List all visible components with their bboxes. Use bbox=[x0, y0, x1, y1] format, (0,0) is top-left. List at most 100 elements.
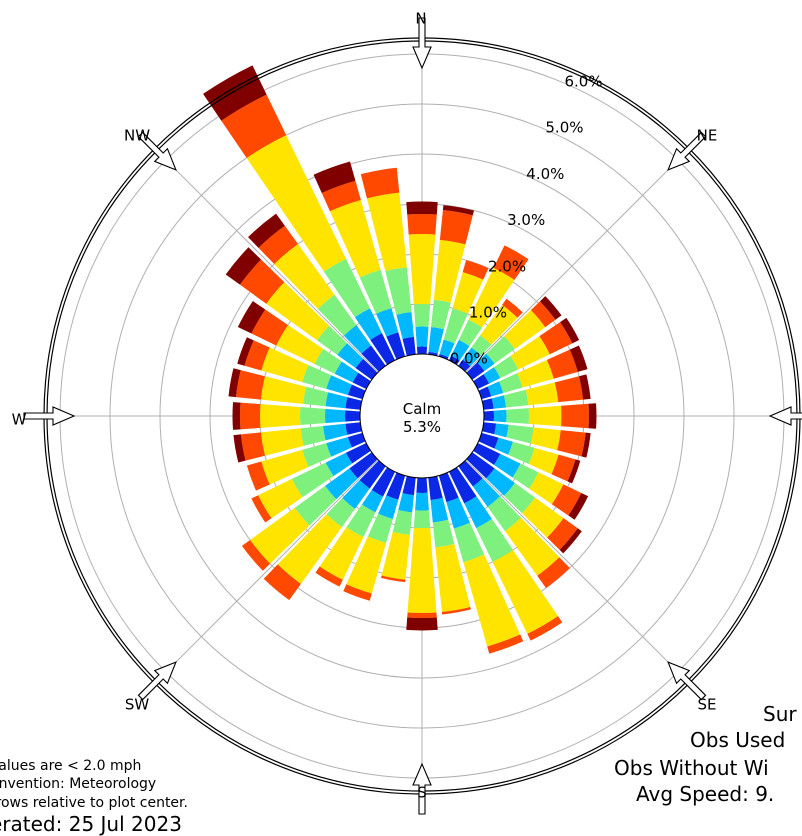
wind-bar-segment bbox=[260, 376, 307, 404]
wind-bar-segment bbox=[588, 403, 597, 429]
wind-bar-segment bbox=[325, 468, 358, 500]
wind-bar-segment bbox=[476, 518, 514, 562]
wind-bar-segment bbox=[398, 493, 414, 513]
wind-bar-segment bbox=[241, 540, 271, 571]
wind-bar-segment bbox=[483, 367, 501, 384]
wind-bar-segment bbox=[343, 325, 372, 354]
compass-label-n: N bbox=[415, 10, 426, 28]
wind-bar-segment bbox=[303, 386, 328, 407]
generated-date: erated: 25 Jul 2023 bbox=[0, 812, 182, 836]
wind-bar-segment bbox=[378, 495, 399, 519]
wind-bar-segment bbox=[539, 296, 562, 320]
wind-bar-segment bbox=[237, 337, 254, 366]
wind-bar-segment bbox=[547, 518, 578, 550]
wind-bar-segment bbox=[494, 437, 513, 455]
wind-bar-segment bbox=[486, 336, 515, 364]
wind-bar-segment bbox=[517, 359, 554, 388]
wind-bar-segment bbox=[246, 135, 347, 272]
radial-tick-label: 4.0% bbox=[526, 165, 564, 183]
wind-bar-segment bbox=[244, 340, 270, 371]
wind-bar-segment bbox=[506, 408, 529, 424]
wind-bar-segment bbox=[537, 557, 570, 588]
wind-bar-segment bbox=[228, 368, 241, 398]
radial-tick-label: 1.0% bbox=[469, 304, 507, 322]
wind-bar-segment bbox=[261, 449, 309, 485]
wind-bar-segment bbox=[528, 447, 559, 475]
wind-bar-segment bbox=[396, 312, 414, 339]
wind-bar-segment bbox=[482, 398, 494, 410]
wind-bar-segment bbox=[430, 497, 449, 523]
wind-bar-segment bbox=[345, 442, 371, 464]
wind-bar-segment bbox=[462, 347, 481, 367]
compass-label-s: S bbox=[417, 784, 427, 802]
wind-bar-segment bbox=[504, 310, 546, 350]
wind-bar-segment bbox=[260, 428, 304, 456]
wind-bar-segment bbox=[493, 245, 529, 280]
wind-bar-segment bbox=[343, 584, 372, 601]
wind-bar-segment bbox=[321, 180, 361, 212]
wind-bar-segment bbox=[551, 484, 582, 516]
wind-bar-segment bbox=[361, 345, 386, 372]
wind-bar-segment bbox=[260, 404, 301, 428]
wind-bar-segment bbox=[314, 348, 342, 374]
wind-bar-segment bbox=[300, 426, 326, 446]
grid-spoke bbox=[421, 150, 688, 417]
wind-bar-segment bbox=[274, 244, 335, 309]
direction-arrow-icon bbox=[137, 131, 177, 171]
wind-bar-segment bbox=[354, 308, 382, 340]
wind-bar-segment bbox=[466, 452, 495, 479]
wind-bar-segment bbox=[527, 616, 563, 641]
wind-bar-segment bbox=[313, 161, 356, 193]
wind-bar-segment bbox=[385, 267, 412, 315]
wind-bar-segment bbox=[345, 410, 361, 422]
wind-bar-segment bbox=[504, 482, 536, 514]
wind-bar-segment bbox=[240, 432, 265, 461]
wind-bar-segment bbox=[302, 364, 332, 389]
wind-bar-segment bbox=[345, 422, 362, 435]
wind-bar-segment bbox=[225, 247, 262, 285]
stats-line-4: Avg Speed: 9. bbox=[636, 782, 775, 806]
wind-bar-segment bbox=[483, 410, 495, 422]
wind-bar-segment bbox=[551, 454, 576, 482]
wind-bar-segment bbox=[276, 324, 324, 364]
grid-spoke bbox=[156, 415, 423, 682]
bars-layer bbox=[203, 65, 597, 654]
wind-bar-segment bbox=[471, 335, 492, 356]
wind-bar-segment bbox=[528, 405, 562, 427]
grid-spoke bbox=[421, 415, 688, 682]
wind-bar-segment bbox=[561, 403, 589, 429]
direction-arrow-icon bbox=[667, 131, 707, 171]
wind-bar-segment bbox=[525, 382, 559, 406]
wind-bar-segment bbox=[315, 566, 343, 587]
wind-bar-segment bbox=[360, 167, 400, 199]
wind-bar-segment bbox=[325, 392, 348, 409]
wind-bar-segment bbox=[506, 424, 534, 444]
wind-bar-segment bbox=[473, 374, 490, 390]
wind-bar-segment bbox=[392, 510, 413, 535]
radial-tick-label: 2.0% bbox=[488, 257, 526, 275]
wind-bar-segment bbox=[505, 517, 560, 576]
wind-bar-segment bbox=[371, 467, 396, 497]
wind-bar-segment bbox=[342, 480, 370, 509]
direction-arrow-icon bbox=[768, 406, 802, 426]
wind-bar-segment bbox=[263, 564, 301, 601]
wind-bar-segment bbox=[568, 493, 589, 520]
wind-bar-segment bbox=[480, 304, 518, 345]
wind-bar-segment bbox=[359, 269, 392, 314]
wind-bar-segment bbox=[428, 351, 438, 356]
wind-bar-segment bbox=[452, 272, 484, 314]
wind-bar-segment bbox=[291, 462, 334, 498]
wind-bar-segment bbox=[446, 497, 470, 529]
wind-bar-segment bbox=[560, 317, 580, 344]
compass-label-ne: NE bbox=[697, 127, 718, 145]
wind-bar-segment bbox=[448, 355, 460, 365]
wind-bar-segment bbox=[439, 339, 455, 358]
wind-bar-segment bbox=[557, 430, 586, 457]
radial-tick-label: 5.0% bbox=[545, 119, 583, 137]
wind-bar-segment bbox=[472, 478, 501, 507]
calm-value: 5.3% bbox=[403, 418, 441, 436]
wind-bar-segment bbox=[334, 361, 359, 383]
wind-bar-segment bbox=[345, 397, 362, 410]
wind-bar-segment bbox=[406, 617, 438, 631]
wind-bar-segment bbox=[487, 496, 521, 532]
